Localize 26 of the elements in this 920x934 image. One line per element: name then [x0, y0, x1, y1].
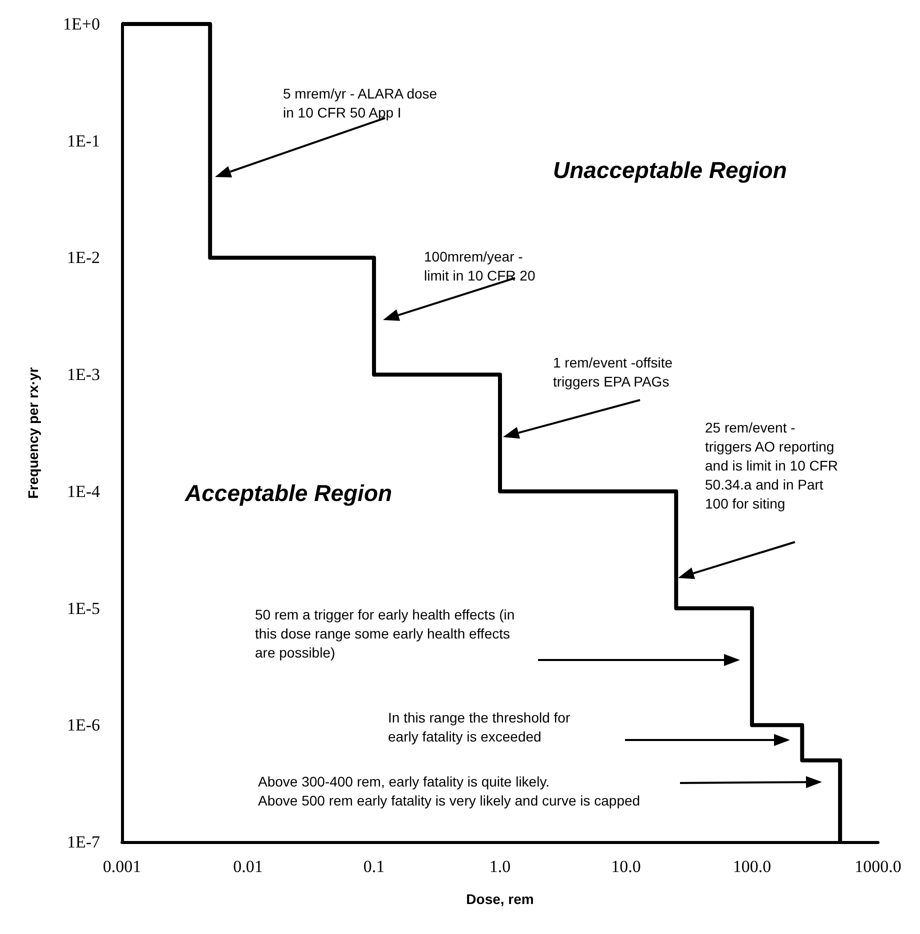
annotation: 50 rem a trigger for early health effects (in this dose range some early health effects are possible) [255, 606, 515, 660]
annotation: Acceptable Region [184, 480, 392, 506]
x-tick-label: 1000.0 [854, 857, 902, 876]
y-tick-label: 1E-1 [66, 131, 100, 150]
annotation: Above 300-400 rem, early fatality is quite likely. Above 500 rem early fatality is very likely and curve is capped [258, 774, 640, 808]
y-tick-label: 1E-3 [66, 365, 100, 384]
x-tick-label: 10.0 [611, 857, 641, 876]
y-tick-label: 1E-7 [66, 832, 100, 852]
x-tick-label: 0.001 [102, 857, 142, 876]
annotation: 25 rem/event - triggers AO reporting and is limit in 10 CFR 50.34.a and in Part 100 for siting [705, 420, 838, 512]
y-tick-label: 1E+0 [63, 14, 100, 34]
x-tick-label: 0.1 [363, 857, 385, 876]
x-tick-label: 100.0 [732, 857, 772, 876]
annotation: 1 rem/event -offsite triggers EPA PAGs [553, 354, 673, 390]
y-tick-label: 1E-6 [66, 716, 100, 735]
annotation: 100mrem/year - limit in 10 CFR 20 [424, 248, 536, 284]
x-axis-title: Dose, rem [466, 891, 534, 907]
annotation: In this range the threshold for early fatality is exceeded [388, 710, 570, 744]
x-tick-label: 0.01 [233, 857, 263, 876]
annotation: Unacceptable Region [553, 157, 787, 183]
x-tick-label: 1.0 [489, 857, 511, 876]
y-tick-label: 1E-2 [66, 248, 100, 268]
y-axis-title: Frequency per rx·yr [25, 366, 41, 499]
annotation: 5 mrem/yr - ALARA dose in 10 CFR 50 App I [283, 86, 438, 120]
y-tick-label: 1E-4 [66, 482, 100, 501]
y-tick-label: 1E-5 [66, 598, 100, 618]
